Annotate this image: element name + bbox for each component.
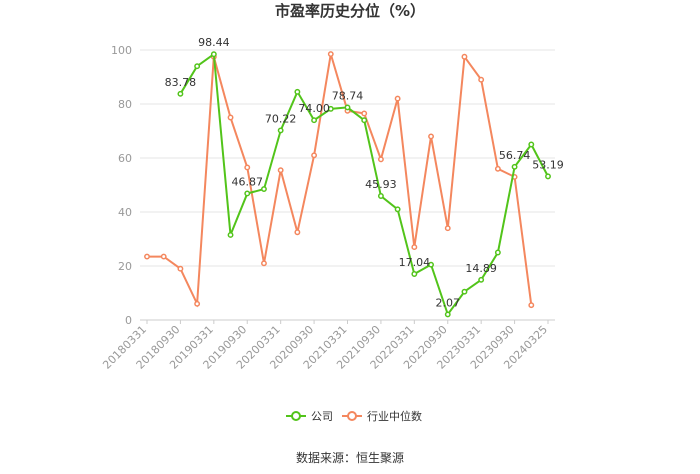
grid-lines	[140, 49, 555, 321]
data-point[interactable]	[444, 225, 451, 232]
data-point[interactable]	[528, 302, 535, 309]
legend-label: 公司	[311, 410, 333, 423]
data-point[interactable]	[428, 261, 434, 268]
series-layer	[144, 51, 551, 318]
data-point[interactable]	[428, 133, 434, 140]
chart-title: 市盈率历史分位（%）	[275, 2, 425, 20]
data-point[interactable]	[244, 164, 251, 171]
data-point[interactable]	[277, 167, 284, 174]
data-point[interactable]	[194, 300, 201, 307]
y-tick-label: 100	[111, 44, 132, 57]
data-point[interactable]	[461, 53, 468, 60]
data-source: 数据来源：恒生聚源	[296, 450, 404, 465]
data-point[interactable]	[227, 232, 234, 238]
data-point[interactable]	[411, 244, 418, 251]
data-label: 74.00	[298, 102, 330, 115]
legend-item-1[interactable]: 行业中位数	[342, 409, 422, 423]
y-axis: 0 20 40 60 80 100	[111, 44, 132, 327]
data-point[interactable]	[327, 51, 334, 57]
data-point[interactable]	[494, 165, 501, 172]
data-point[interactable]	[311, 117, 318, 124]
data-point[interactable]	[494, 249, 501, 256]
y-tick-label: 80	[118, 98, 132, 111]
data-label: 46.87	[232, 175, 264, 188]
series-line-1	[147, 53, 533, 308]
legend[interactable]: 公司 行业中位数	[286, 409, 422, 423]
data-point[interactable]	[277, 127, 284, 134]
legend-label: 行业中位数	[367, 409, 422, 423]
data-point[interactable]	[394, 95, 401, 102]
data-point[interactable]	[144, 253, 150, 260]
data-point[interactable]	[528, 141, 535, 148]
data-label: 56.74	[499, 149, 531, 162]
legend-item-0[interactable]: 公司	[286, 410, 333, 423]
data-label: 2.07	[436, 296, 461, 309]
y-tick-label: 40	[118, 206, 132, 219]
data-label: 70.22	[265, 112, 297, 125]
data-point[interactable]	[461, 288, 468, 295]
data-point[interactable]	[244, 190, 251, 197]
legend-swatch-marker	[291, 411, 301, 421]
y-tick-label: 20	[118, 260, 132, 273]
y-tick-label: 0	[125, 314, 132, 327]
data-point[interactable]	[377, 156, 384, 163]
data-point[interactable]	[177, 90, 184, 97]
y-tick-label: 60	[118, 152, 132, 165]
data-label: 14.89	[465, 262, 497, 275]
data-point[interactable]	[311, 152, 318, 159]
data-point[interactable]	[394, 206, 401, 213]
data-point[interactable]	[227, 114, 234, 121]
data-point[interactable]	[210, 51, 217, 58]
data-point[interactable]	[511, 163, 518, 170]
data-point[interactable]	[261, 186, 267, 193]
data-point[interactable]	[344, 104, 351, 111]
data-label: 83.78	[165, 76, 197, 89]
data-point[interactable]	[194, 63, 201, 70]
data-point[interactable]	[294, 229, 301, 236]
legend-swatch-marker	[347, 411, 357, 421]
data-point[interactable]	[261, 260, 267, 267]
x-axis: 2018033120180930201903312019093020200331…	[100, 320, 550, 372]
data-point[interactable]	[478, 76, 485, 83]
data-label: 98.44	[198, 36, 230, 49]
data-point[interactable]	[411, 271, 418, 277]
data-point[interactable]	[327, 105, 334, 112]
data-label: 53.19	[532, 158, 564, 171]
data-point[interactable]	[377, 193, 384, 199]
data-point[interactable]	[361, 110, 368, 117]
data-label: 45.93	[365, 178, 397, 191]
data-point[interactable]	[177, 265, 184, 272]
data-point[interactable]	[444, 311, 451, 318]
data-point[interactable]	[294, 88, 301, 95]
data-label: 78.74	[332, 89, 364, 102]
data-point[interactable]	[361, 117, 368, 124]
data-point[interactable]	[478, 276, 485, 283]
data-point[interactable]	[160, 253, 167, 260]
data-label: 17.04	[399, 256, 431, 269]
data-point[interactable]	[545, 173, 551, 180]
